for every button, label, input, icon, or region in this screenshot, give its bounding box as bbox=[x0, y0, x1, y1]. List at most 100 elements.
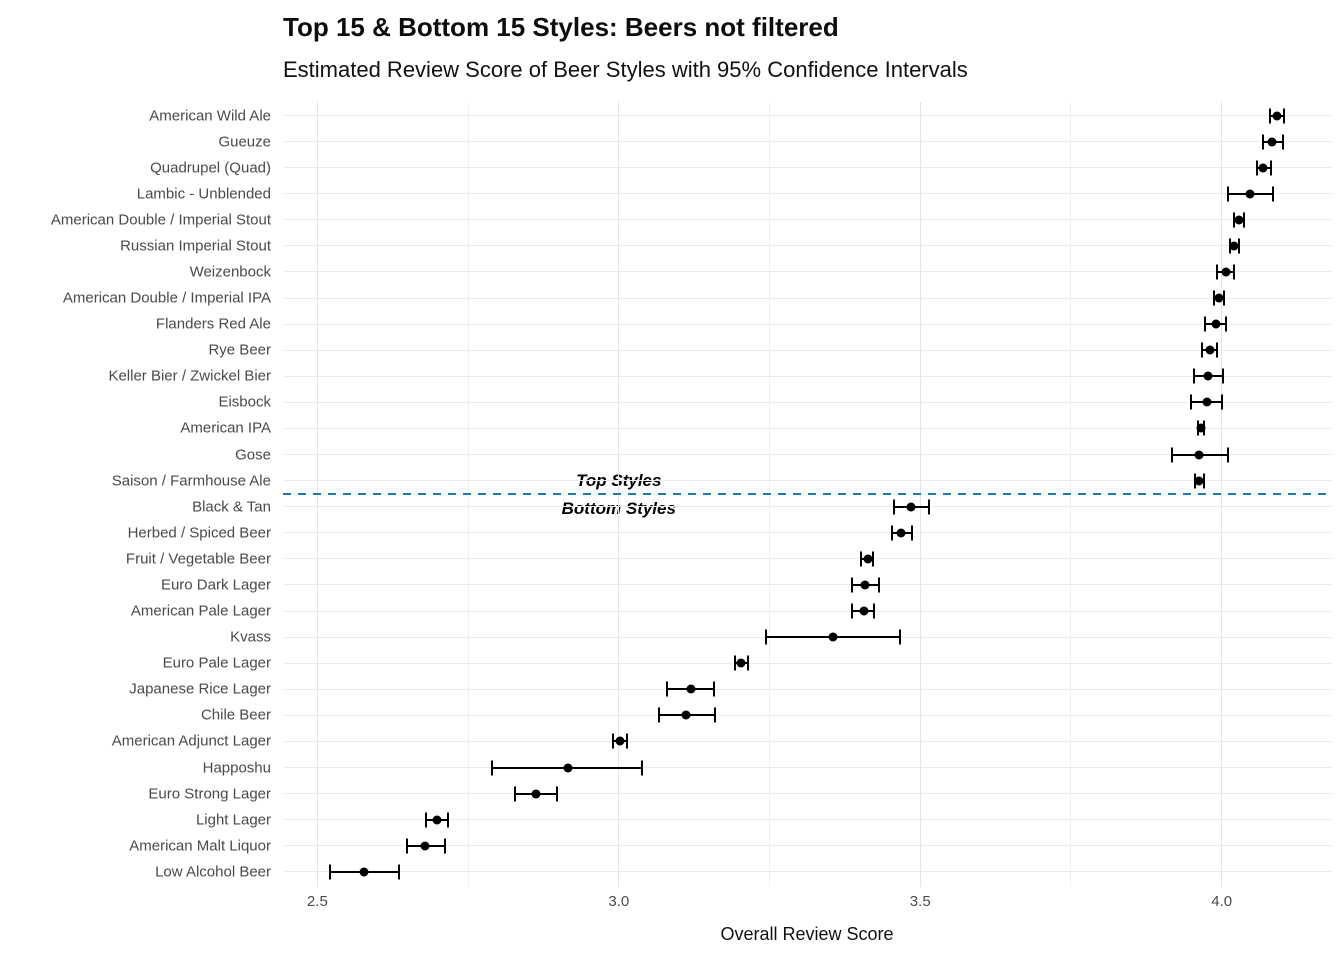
estimate-point bbox=[1196, 423, 1206, 433]
x-axis-tick-label: 3.0 bbox=[608, 893, 630, 910]
ci-cap-right bbox=[873, 603, 876, 619]
y-axis-category-label: Rye Beer bbox=[208, 341, 271, 359]
ci-cap-left bbox=[491, 760, 494, 775]
estimate-point bbox=[1205, 345, 1215, 355]
gridline-row bbox=[283, 506, 1332, 508]
ci-cap-left bbox=[1262, 134, 1265, 150]
y-axis-category-label: Happoshu bbox=[202, 759, 271, 776]
gridline-row bbox=[283, 167, 1332, 169]
gridline-row bbox=[283, 349, 1332, 351]
y-axis-category-label: American Malt Liquor bbox=[129, 837, 271, 855]
ci-cap-left bbox=[514, 786, 517, 802]
estimate-point bbox=[1245, 189, 1255, 199]
y-axis-category-label: Herbed / Spiced Beer bbox=[127, 524, 271, 542]
ci-cap-right bbox=[1226, 447, 1229, 463]
estimate-point bbox=[432, 815, 442, 825]
y-axis-labels: American Wild Ale Gueuze Quadrupel (Quad) L… bbox=[0, 102, 271, 887]
ci-cap-right bbox=[927, 499, 930, 515]
gridline-row bbox=[283, 454, 1332, 456]
gridline-row bbox=[283, 480, 1332, 482]
ci-cap-left bbox=[733, 655, 736, 671]
ci-cap-right bbox=[1224, 316, 1227, 332]
ci-cap-left bbox=[1268, 108, 1271, 123]
ci-cap-left bbox=[1233, 212, 1236, 228]
ci-cap-left bbox=[666, 681, 669, 697]
estimate-point bbox=[615, 736, 625, 746]
ci-cap-left bbox=[851, 603, 854, 619]
gridline-row bbox=[283, 740, 1332, 742]
gridline-row bbox=[283, 245, 1332, 247]
estimate-point bbox=[1229, 241, 1239, 251]
estimate-point bbox=[1221, 267, 1231, 277]
gridline-row bbox=[283, 219, 1332, 221]
ci-cap-left bbox=[1216, 264, 1219, 280]
gridline-row bbox=[283, 271, 1332, 273]
ci-cap-left bbox=[425, 812, 428, 828]
y-axis-category-label: American Double / Imperial Stout bbox=[50, 211, 271, 229]
estimate-point bbox=[863, 554, 873, 564]
ci-cap-left bbox=[859, 551, 862, 567]
estimate-point bbox=[1194, 476, 1204, 486]
gridline-row bbox=[283, 193, 1332, 195]
ci-cap-right bbox=[1271, 186, 1274, 202]
y-axis-category-label: American Pale Lager bbox=[130, 602, 271, 620]
estimate-point bbox=[1272, 111, 1282, 120]
estimate-point bbox=[1267, 137, 1277, 147]
y-axis-category-label: Gose bbox=[235, 446, 271, 464]
ci-cap-left bbox=[1203, 316, 1206, 332]
ci-cap-right bbox=[625, 733, 628, 749]
gridline-row bbox=[283, 532, 1332, 534]
ci-cap-right bbox=[1220, 394, 1223, 410]
y-axis-category-label: Flanders Red Ale bbox=[155, 315, 271, 333]
ci-cap-right bbox=[1223, 290, 1226, 306]
chart-subtitle: Estimated Review Score of Beer Styles wi… bbox=[283, 57, 968, 82]
ci-cap-left bbox=[329, 864, 332, 880]
x-axis-tick-label: 2.5 bbox=[306, 893, 328, 910]
ci-cap-right bbox=[898, 629, 901, 645]
ci-cap-left bbox=[764, 629, 767, 645]
estimate-point bbox=[906, 502, 916, 512]
y-axis-category-label: American Wild Ale bbox=[149, 107, 271, 124]
ci-cap-right bbox=[872, 551, 875, 567]
ci-cap-right bbox=[746, 655, 749, 671]
estimate-point bbox=[1211, 319, 1221, 329]
gridline-row bbox=[283, 141, 1332, 143]
y-axis-category-label: Light Lager bbox=[195, 811, 271, 829]
ci-cap-left bbox=[1226, 186, 1229, 202]
ci-cap-left bbox=[892, 499, 895, 515]
y-axis-category-label: Gueuze bbox=[218, 133, 271, 151]
gridline-row bbox=[283, 662, 1332, 664]
gridline-row bbox=[283, 610, 1332, 612]
gridline-row bbox=[283, 871, 1332, 873]
gridline-row bbox=[283, 584, 1332, 586]
y-axis-category-label: Russian Imperial Stout bbox=[120, 237, 271, 255]
y-axis-category-label: Saison / Farmhouse Ale bbox=[111, 472, 271, 490]
y-axis-category-label: Euro Pale Lager bbox=[162, 654, 271, 672]
ci-cap-right bbox=[1269, 160, 1272, 176]
y-axis-category-label: Euro Strong Lager bbox=[148, 785, 271, 803]
gridline-row bbox=[283, 845, 1332, 847]
y-axis-category-label: Japanese Rice Lager bbox=[129, 680, 271, 698]
gridline-row bbox=[283, 558, 1332, 560]
gridline-row bbox=[283, 427, 1332, 429]
chart-title: Top 15 & Bottom 15 Styles: Beers not fil… bbox=[283, 12, 839, 42]
ci-cap-left bbox=[1189, 394, 1192, 410]
ci-cap-left bbox=[1228, 238, 1231, 254]
ci-cap-right bbox=[1233, 264, 1236, 280]
estimate-point bbox=[1203, 371, 1213, 381]
ci-cap-right bbox=[641, 760, 644, 775]
gridline-row bbox=[283, 401, 1332, 403]
gridline-row bbox=[283, 297, 1332, 299]
ci-cap-left bbox=[1200, 342, 1203, 358]
gridline-row bbox=[283, 375, 1332, 377]
x-axis-tick-label: 4.0 bbox=[1211, 893, 1233, 910]
estimate-point bbox=[420, 841, 430, 851]
ci-cap-left bbox=[405, 838, 408, 854]
ci-cap-right bbox=[398, 864, 401, 880]
ci-cap-right bbox=[1238, 238, 1241, 254]
ci-cap-right bbox=[1282, 108, 1285, 123]
ci-cap-left bbox=[1255, 160, 1258, 176]
ci-cap-left bbox=[1213, 290, 1216, 306]
y-axis-category-label: Fruit / Vegetable Beer bbox=[125, 550, 271, 568]
